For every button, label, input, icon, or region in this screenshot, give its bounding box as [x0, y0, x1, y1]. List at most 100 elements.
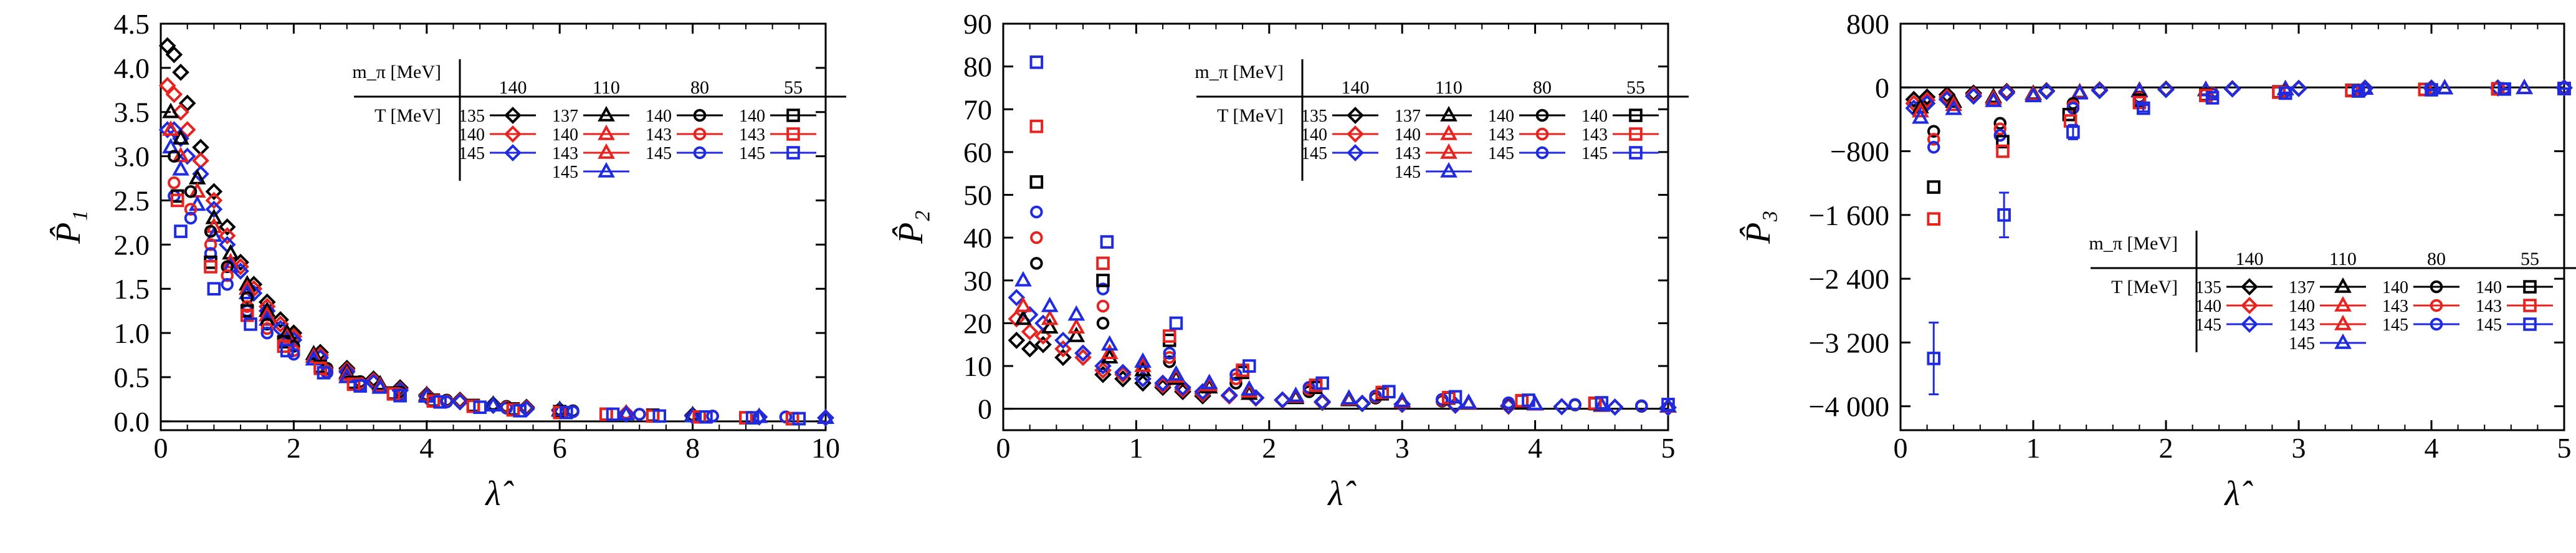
data-point [1163, 351, 1176, 364]
x-tick-label: 2 [2159, 432, 2173, 464]
legend-marker [1440, 124, 1457, 140]
data-point [386, 387, 401, 401]
legend-t-value: 137 [552, 107, 578, 126]
x-tick-label: 1 [2026, 432, 2041, 464]
legend-mpi-value: 110 [1435, 77, 1462, 98]
y-tick-label: 60 [963, 137, 992, 168]
data-point [1054, 332, 1072, 349]
legend-t-value: 145 [2382, 315, 2408, 335]
legend-mpi-value: 55 [2521, 249, 2539, 269]
data-point [393, 388, 407, 403]
data-point [1927, 140, 1940, 154]
legend-t-value: 135 [459, 107, 485, 126]
legend-marker [786, 127, 800, 141]
legend-marker [2241, 278, 2258, 296]
legend-t-value: 140 [1395, 125, 1421, 145]
data-point [1918, 91, 1936, 109]
data-point [1340, 389, 1358, 405]
data-point [221, 260, 234, 274]
data-point [1174, 380, 1191, 398]
data-point [1008, 332, 1026, 349]
y-tick-label: 80 [963, 51, 992, 83]
data-point [204, 224, 217, 238]
data-point [241, 291, 254, 304]
x-tick-label: 2 [1262, 432, 1276, 464]
legend-t-value: 135 [2195, 278, 2221, 297]
y-tick-label: −3 200 [1809, 327, 1889, 358]
data-point [560, 405, 573, 420]
series-square-blue [174, 224, 806, 426]
data-point [204, 247, 217, 260]
data-point [1014, 296, 1032, 312]
data-point [1162, 329, 1176, 343]
legend-t-value: 143 [2476, 297, 2502, 316]
data-point [170, 193, 184, 208]
x-tick-label: 0 [154, 432, 168, 464]
y-tick-label: 3.5 [114, 97, 150, 128]
y-axis-label: P̂₂ [892, 210, 930, 244]
data-point [277, 339, 291, 353]
data-point [313, 361, 327, 375]
legend-marker [2523, 317, 2537, 331]
data-point [317, 366, 331, 380]
data-point [1174, 378, 1191, 397]
data-point [1912, 102, 1929, 118]
legend-marker [1440, 105, 1457, 122]
data-point [1100, 348, 1119, 364]
legend-marker [693, 146, 707, 160]
y-tick-label: 2.0 [114, 229, 150, 261]
legend-marker [1629, 146, 1643, 160]
legend-marker [2334, 296, 2352, 312]
data-point [2136, 101, 2150, 115]
data-point [168, 150, 181, 163]
legend-mpi-value: 55 [1626, 77, 1645, 98]
x-axis-label: λ̂ [1327, 474, 1356, 513]
series-square-red [1927, 82, 2571, 226]
data-point [272, 310, 289, 329]
data-point [1154, 377, 1171, 394]
data-point [205, 200, 223, 218]
data-point [353, 379, 367, 393]
legend-t-value: 145 [1301, 144, 1327, 163]
data-point [2062, 107, 2076, 122]
data-point [618, 405, 635, 423]
y-tick-label: −4 000 [1809, 391, 1889, 423]
data-point [1595, 396, 1609, 410]
legend-mpi-value: 110 [593, 77, 620, 98]
data-point [365, 370, 383, 388]
legend-t-value: 145 [739, 144, 765, 163]
legend-mpi-value: 110 [2329, 249, 2357, 269]
data-point [1927, 125, 1940, 138]
data-point [1169, 316, 1183, 330]
legend-t-value: 145 [1395, 163, 1421, 182]
plot-frame [1899, 22, 2565, 431]
x-tick-label: 3 [2292, 432, 2306, 464]
legend-marker [2430, 299, 2443, 312]
legend-mpi-value: 140 [499, 77, 527, 98]
y-tick-label: 0.5 [114, 362, 150, 393]
data-point [1938, 88, 1956, 106]
data-point [1918, 88, 1936, 106]
y-tick-label: −1 600 [1809, 200, 1889, 231]
data-point [1029, 175, 1044, 189]
legend-marker [1629, 108, 1643, 122]
x-tick-label: 1 [1129, 432, 1143, 464]
data-point [162, 102, 179, 118]
y-tick-label: 0.0 [114, 406, 150, 438]
legend-t-value: 143 [1395, 144, 1421, 163]
data-point [184, 211, 198, 225]
data-point [280, 344, 294, 358]
legend-t-value: 145 [646, 144, 672, 163]
legend-t-value: 143 [739, 125, 765, 145]
legend-marker [1440, 161, 1457, 178]
data-point [1502, 396, 1515, 410]
data-point [1054, 340, 1072, 358]
data-point [1965, 87, 1982, 105]
data-point [484, 397, 502, 415]
data-point [1393, 392, 1411, 408]
data-point [1041, 318, 1059, 334]
legend-t-value: 140 [1581, 107, 1608, 126]
data-point [178, 121, 196, 138]
legend-marker [2334, 277, 2352, 293]
data-point [792, 411, 806, 426]
